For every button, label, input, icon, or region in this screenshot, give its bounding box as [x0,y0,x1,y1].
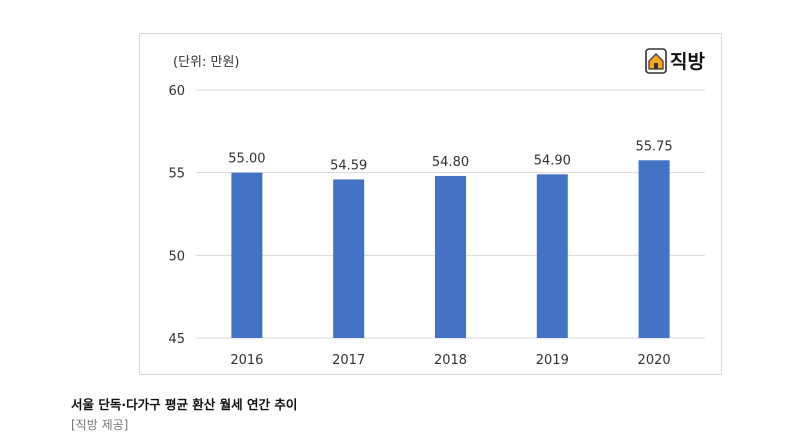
bar-2017 [333,179,365,338]
x-tick-label-2020: 2020 [638,353,671,368]
logo: 직방 [645,48,705,74]
data-labels: 55.00 54.59 54.80 54.90 55.75 [228,139,672,173]
data-label-2016: 55.00 [228,152,265,167]
data-label-2020: 55.75 [635,139,672,154]
bar-2018 [435,175,466,338]
bar-2019 [536,174,568,338]
y-tick-label: 55 [168,167,185,182]
data-label-2019: 54.90 [534,153,571,168]
logo-text: 직방 [670,51,705,73]
caption-source: [직방 제공] [71,418,129,432]
house-icon [645,48,667,74]
bars [231,160,670,338]
x-tick-label-2016: 2016 [230,353,263,368]
x-tick-label-2019: 2019 [536,353,569,368]
x-tick-label-2018: 2018 [434,353,467,368]
data-label-2017: 54.59 [330,158,367,173]
y-axis-ticks: 45 50 55 60 [168,84,185,347]
bar-2020 [638,160,670,338]
chart-frame: 45 50 55 60 55.00 54.59 54.80 54.90 55.75 2016 2… [139,33,722,375]
y-tick-label: 50 [168,249,185,264]
data-label-2018: 54.80 [432,155,469,170]
bar-2016 [231,172,263,338]
unit-label: (단위: 만원) [173,55,240,70]
y-tick-label: 60 [168,84,185,99]
caption-title: 서울 단독·다가구 평균 환산 월세 연간 추이 [71,397,298,412]
x-axis-ticks: 2016 2017 2018 2019 2020 [230,353,670,368]
x-tick-label-2017: 2017 [332,353,365,368]
y-tick-label: 45 [168,332,185,347]
